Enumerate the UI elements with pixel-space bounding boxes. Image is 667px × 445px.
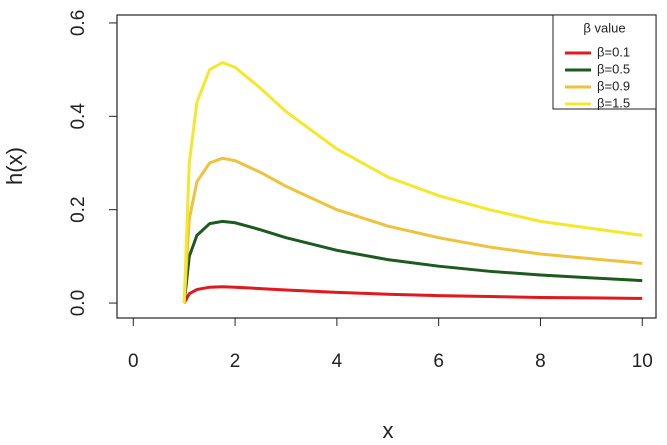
x-tick-label: 2 <box>230 351 241 372</box>
y-tick-label: 0.4 <box>68 103 89 130</box>
y-tick-label: 0.2 <box>68 196 89 222</box>
x-tick-label: 0 <box>128 351 139 372</box>
series-line <box>182 219 643 304</box>
legend-label: β=0.5 <box>597 61 630 76</box>
x-tick-label: 4 <box>332 351 343 372</box>
x-axis-title: x <box>383 418 394 443</box>
legend-label: β=1.5 <box>597 95 630 110</box>
legend-label: β=0.9 <box>597 78 630 93</box>
series-line <box>182 285 643 304</box>
x-tick-label: 8 <box>535 351 546 372</box>
series-line <box>182 156 643 304</box>
x-tick-label: 10 <box>632 351 653 372</box>
y-axis-title: h(x) <box>2 147 27 185</box>
x-tick-label: 6 <box>433 351 444 372</box>
legend-title: β value <box>583 20 625 35</box>
y-tick-label: 0.0 <box>68 290 89 316</box>
legend-label: β=0.1 <box>597 44 630 59</box>
legend-box <box>552 14 657 110</box>
series-line <box>182 60 643 304</box>
y-tick-label: 0.6 <box>68 10 89 36</box>
